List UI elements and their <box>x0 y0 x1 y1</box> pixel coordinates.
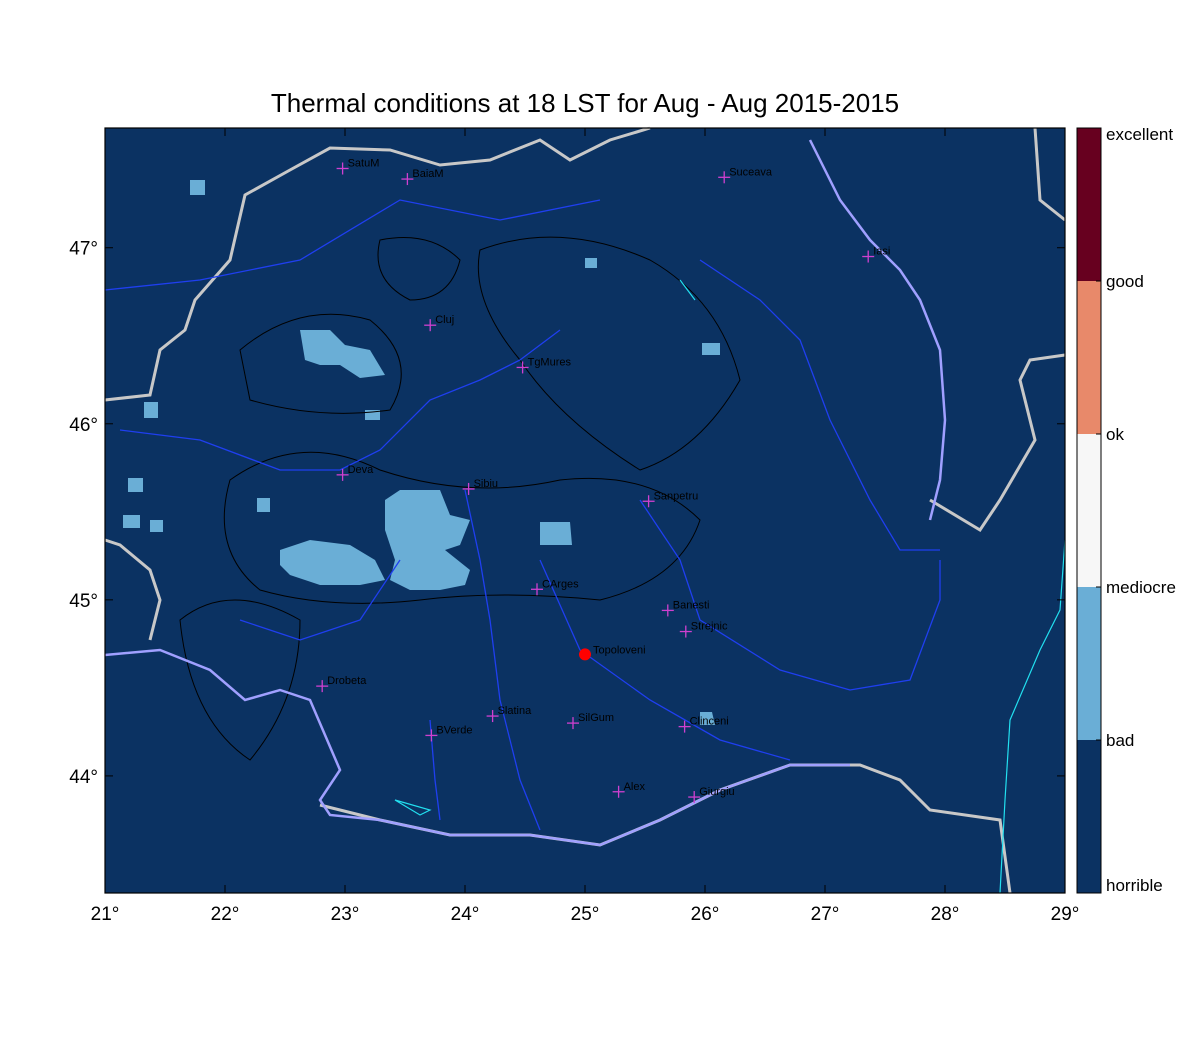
x-tick-label: 21° <box>91 904 120 925</box>
x-tick-label: 23° <box>331 904 360 925</box>
patches <box>123 180 720 725</box>
city-marker <box>425 729 438 742</box>
city-label: TgMures <box>528 356 572 368</box>
colorbar-label: excellent <box>1106 125 1173 144</box>
colorbar-segment <box>1077 281 1101 434</box>
colorbar-label: ok <box>1106 425 1124 444</box>
city-label: Suceava <box>729 166 773 178</box>
city-label: Drobeta <box>327 675 367 687</box>
city-label: Slatina <box>498 705 533 717</box>
city-marker <box>862 250 875 263</box>
danube-border <box>104 139 947 847</box>
colorbar-segment <box>1077 128 1101 281</box>
lakes <box>394 279 1066 894</box>
city-marker <box>718 171 731 184</box>
city-label: Sanpetru <box>654 490 699 502</box>
colorbar-segment <box>1077 587 1101 740</box>
x-tick-label: 29° <box>1051 904 1080 925</box>
city-label: Banesti <box>673 599 710 611</box>
city-marker <box>531 583 543 596</box>
city-marker <box>612 785 625 798</box>
city-marker <box>679 625 692 638</box>
y-tick-label: 45° <box>69 591 98 612</box>
city-label: Cluj <box>435 314 454 326</box>
city-label: BVerde <box>436 724 472 736</box>
city-marker <box>678 720 691 733</box>
city-marker <box>516 361 529 374</box>
city-marker <box>424 319 437 332</box>
site-marker <box>579 648 591 661</box>
city-label: BaiaM <box>412 168 443 180</box>
city-marker <box>336 162 349 175</box>
city-marker <box>661 604 674 617</box>
colorbar-label: bad <box>1106 731 1134 750</box>
city-label: Clinceni <box>690 716 729 728</box>
colorbar-segment <box>1077 434 1101 587</box>
x-tick-label: 28° <box>931 904 960 925</box>
map-title: Thermal conditions at 18 LST for Aug - A… <box>271 88 899 118</box>
city-label: Giurgiu <box>699 786 734 798</box>
city-label: SilGum <box>578 712 614 724</box>
colorbar-segment <box>1077 740 1101 893</box>
x-tick-label: 27° <box>811 904 840 925</box>
site-label: Topoloveni <box>593 644 646 656</box>
city-marker <box>316 680 329 693</box>
city-label: SatuM <box>348 157 380 169</box>
y-tick-label: 44° <box>69 767 98 788</box>
city-marker <box>486 710 499 723</box>
x-tick-label: 22° <box>211 904 240 925</box>
y-tick-label: 47° <box>69 239 98 260</box>
city-label: Deva <box>348 464 375 476</box>
y-tick-label: 46° <box>69 415 98 436</box>
city-marker <box>642 495 655 508</box>
colorbar: horrible bad mediocre ok good excellent <box>1076 125 1176 895</box>
city-marker <box>567 717 579 730</box>
colorbar-label: horrible <box>1106 876 1163 895</box>
colorbar-label: mediocre <box>1106 578 1176 597</box>
colorbar-frame <box>1076 127 1102 894</box>
x-tick-label: 26° <box>691 904 720 925</box>
city-label: Iasi <box>873 246 890 258</box>
city-marker <box>336 468 349 481</box>
layout-features <box>104 126 1066 894</box>
x-tick-label: 24° <box>451 904 480 925</box>
city-marker <box>462 482 475 495</box>
city-marker <box>401 173 414 186</box>
contours <box>179 236 741 761</box>
city-marker <box>688 791 701 804</box>
city-label: CArges <box>542 578 579 590</box>
map-area <box>105 128 1065 893</box>
city-label: Sibiu <box>474 478 498 490</box>
city-label: Strejnic <box>691 621 728 633</box>
colorbar-label: good <box>1106 272 1144 291</box>
x-tick-label: 25° <box>571 904 600 925</box>
city-label: Alex <box>624 781 646 793</box>
